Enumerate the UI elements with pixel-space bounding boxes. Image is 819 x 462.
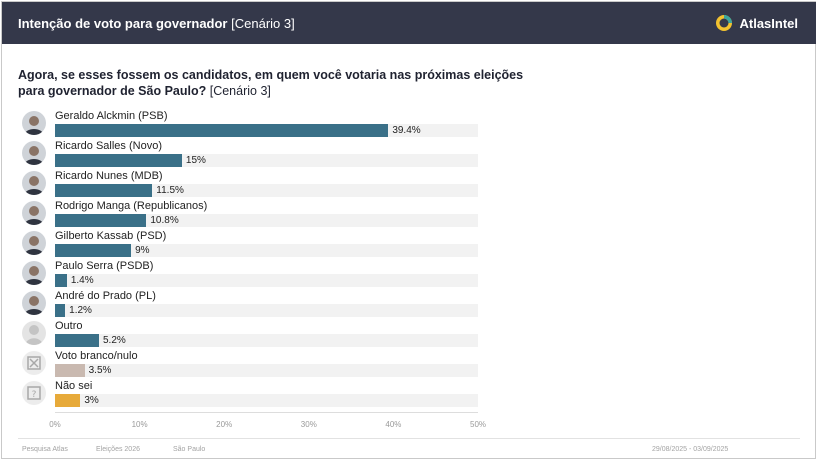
bar-label: Geraldo Alckmin (PSB) (55, 110, 168, 122)
data-label: 1.2% (69, 305, 92, 316)
header-title: Intenção de voto para governador [Cenári… (18, 16, 295, 31)
bar-label: Rodrigo Manga (Republicanos) (55, 200, 208, 212)
bar-label: Paulo Serra (PSDB) (55, 260, 154, 272)
question-main: Agora, se esses fossem os candidatos, em… (18, 68, 524, 98)
footer-region: São Paulo (173, 446, 206, 453)
x-tick-label: 50% (469, 420, 487, 429)
bar-track (55, 394, 478, 407)
data-label: 11.5% (156, 185, 184, 196)
bar-track (55, 274, 478, 287)
data-label: 10.8% (150, 215, 179, 226)
data-label: 15% (185, 155, 206, 166)
svg-text:?: ? (32, 390, 37, 400)
avatar-person-placeholder (22, 321, 46, 345)
data-label: 9% (135, 245, 150, 256)
bar (55, 184, 153, 197)
question-scenario: [Cenário 3] (209, 84, 271, 98)
brand-name: AtlasIntel (739, 15, 798, 31)
bar-track (55, 304, 478, 317)
bar (55, 304, 66, 317)
x-tick-label: 30% (300, 420, 317, 429)
x-tick-label: 40% (385, 420, 402, 429)
bar-track (55, 214, 478, 227)
avatar-photo (22, 201, 46, 225)
bar-track (55, 184, 478, 197)
bar-label: Ricardo Nunes (MDB) (55, 170, 163, 182)
bar-track (55, 364, 478, 377)
x-tick-label: 0% (49, 420, 61, 429)
bar (55, 214, 147, 227)
bar (55, 124, 389, 137)
bar (55, 154, 182, 167)
data-label: 3.5% (88, 365, 112, 376)
x-tick-label: 20% (216, 420, 233, 429)
avatar-photo (22, 111, 46, 135)
bar-label: Voto branco/nulo (55, 350, 138, 362)
bar-label: Gilberto Kassab (PSD) (55, 230, 167, 242)
brand-logo: AtlasIntel (715, 14, 798, 32)
data-label: 5.2% (102, 335, 126, 346)
footer-dates: 29/08/2025 - 03/09/2025 (652, 446, 729, 453)
avatar-photo (22, 231, 46, 255)
bar-track (55, 244, 478, 257)
bar-label: Outro (55, 320, 83, 332)
footer-source: Pesquisa Atlas (22, 446, 68, 453)
avatar-blank-vote (22, 351, 46, 375)
avatar-photo (22, 141, 46, 165)
x-tick-label: 10% (131, 420, 148, 429)
footer-topic: Eleições 2026 (96, 446, 140, 453)
data-label: 3% (84, 395, 99, 406)
bar-label: André do Prado (PL) (55, 290, 156, 302)
bar (55, 274, 67, 287)
bar (55, 244, 132, 257)
header-title-scenario: [Cenário 3] (231, 16, 295, 31)
header-bar: Intenção de voto para governador [Cenári… (2, 2, 816, 44)
bar (55, 334, 99, 347)
bar-track (55, 334, 478, 347)
x-axis-line (55, 412, 478, 413)
bar (55, 364, 85, 377)
atlas-logo-icon (716, 15, 733, 31)
bar (55, 394, 81, 407)
avatar-photo (22, 261, 46, 285)
avatar-unknown: ? (22, 381, 46, 405)
bar-label: Não sei (55, 380, 93, 392)
data-label: 1.4% (70, 275, 94, 286)
footer-divider (18, 438, 800, 439)
header-title-main: Intenção de voto para governador (18, 16, 228, 31)
avatar-photo (22, 291, 46, 315)
avatar-photo (22, 171, 46, 195)
question-text: Agora, se esses fossem os candidatos, em… (18, 67, 538, 99)
data-label: 39.4% (392, 125, 421, 136)
bar-label: Ricardo Salles (Novo) (55, 140, 162, 152)
